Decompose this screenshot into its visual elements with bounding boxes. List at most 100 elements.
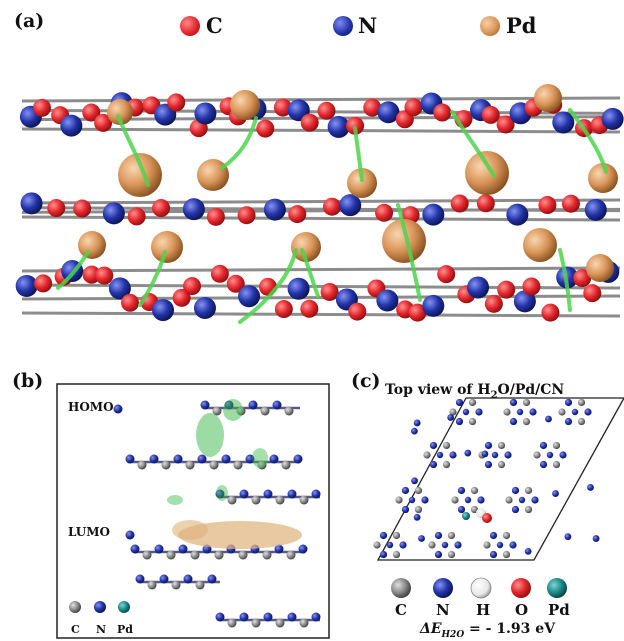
nitrogen-atom	[60, 114, 83, 137]
homo-orbital-lobe	[167, 495, 183, 505]
molecule-atom	[113, 404, 123, 414]
molecule-atom	[215, 612, 225, 622]
palladium-atom	[465, 151, 509, 195]
nitrogen-atom	[327, 115, 350, 138]
nitrogen-atom	[422, 294, 445, 317]
nitrogen-atom	[422, 203, 445, 226]
electron-transfer-path	[396, 203, 422, 302]
nitrogen-atom-top	[386, 541, 394, 549]
nitrogen-atom	[102, 202, 125, 225]
carbon-atom-top	[451, 496, 459, 504]
carbon-atom	[484, 294, 503, 313]
carbon-atom-top	[503, 408, 511, 416]
carbon-atom-top	[392, 531, 401, 540]
nitrogen-atom-top	[564, 398, 573, 407]
legend-c-label-pd: Pd	[548, 601, 570, 619]
molecule-atom	[227, 495, 237, 505]
carbon-atom-top	[395, 496, 403, 504]
carbon-atom	[322, 197, 341, 216]
legend-item-nitrogen	[333, 16, 353, 36]
carbon-atom	[363, 98, 382, 117]
nitrogen-atom-top	[564, 533, 572, 541]
nitrogen-atom-top	[455, 417, 464, 426]
molecule-atom	[214, 550, 224, 560]
electron-transfer-path	[450, 110, 496, 178]
nitrogen-atom-top	[454, 541, 462, 549]
panel-c-title-sub: 2	[490, 389, 498, 401]
nitrogen-atom-top	[489, 531, 498, 540]
nitrogen-atom-top	[411, 477, 418, 485]
carbon-atom	[300, 113, 319, 132]
graphene-bond-line	[21, 127, 621, 134]
nitrogen-atom-top	[546, 451, 554, 459]
panel-c-title: Top view of H2O/Pd/CN	[385, 382, 564, 401]
palladium-atom	[107, 99, 133, 125]
homo-orbital-lobe	[252, 448, 268, 468]
carbon-atom-top	[468, 398, 477, 407]
nitrogen-atom-top	[511, 486, 520, 495]
nitrogen-atom-top	[571, 408, 579, 416]
molecule-atom	[166, 550, 176, 560]
molecule-atom	[311, 489, 321, 499]
molecule-atom	[137, 460, 147, 470]
homo-orbital-lobe	[223, 399, 243, 421]
palladium-atom	[230, 90, 260, 120]
electron-transfer-path	[353, 126, 364, 182]
carbon-atom	[300, 299, 319, 318]
nitrogen-atom-top	[421, 496, 429, 504]
palladium-atom	[151, 231, 183, 263]
nitrogen-atom-top	[457, 486, 466, 495]
nitrogen-atom-top	[462, 408, 470, 416]
molecule-atom	[125, 530, 135, 540]
carbon-atom-top	[522, 417, 531, 426]
molecule-atom	[173, 454, 183, 464]
molecule-atom	[159, 574, 169, 584]
nitrogen-atom-top	[429, 460, 438, 469]
carbon-atom	[481, 105, 500, 124]
nitrogen-atom-top	[491, 451, 499, 459]
molecule-atom	[287, 489, 297, 499]
carbon-atom-top	[423, 451, 431, 459]
palladium-adsorbate	[462, 512, 470, 520]
molecule-atom	[263, 489, 273, 499]
carbon-atom-top	[392, 550, 401, 559]
molecule-atom	[183, 574, 193, 584]
nitrogen-atom	[182, 198, 205, 221]
legend-b-label-pd: Pd	[117, 623, 133, 636]
nitrogen-atom-top	[447, 414, 455, 421]
nitrogen-atom-top	[477, 496, 485, 504]
nitrogen-atom-top	[484, 460, 493, 469]
carbon-atom	[95, 266, 114, 285]
nitrogen-atom-top	[429, 441, 438, 450]
legend-c-label-n: N	[436, 601, 450, 619]
carbon-atom	[152, 199, 171, 218]
nitrogen-atom-top	[531, 496, 539, 504]
carbon-atom	[172, 288, 191, 307]
carbon-atom	[573, 269, 592, 288]
legend-c-label-c: C	[395, 601, 407, 619]
nitrogen-atom-top	[564, 417, 573, 426]
molecule-atom	[248, 400, 258, 410]
carbon-atom	[538, 196, 557, 215]
palladium-atom	[382, 219, 426, 263]
nitrogen-atom-top	[436, 451, 444, 459]
carbon-atom	[375, 203, 394, 222]
nitrogen-atom-top	[496, 541, 504, 549]
nitrogen-atom-top	[509, 398, 518, 407]
carbon-atom	[82, 103, 101, 122]
unit-cell-outline	[376, 397, 624, 561]
energy-symbol: ΔE	[420, 621, 442, 637]
carbon-atom	[476, 194, 495, 213]
carbon-atom	[583, 284, 602, 303]
molecule-atom	[212, 406, 222, 416]
nitrogen-atom-top	[418, 535, 425, 542]
nitrogen-atom-top	[552, 490, 559, 497]
homo-orbital-lobe	[196, 413, 224, 457]
carbon-atom	[47, 199, 66, 218]
palladium-atom	[588, 163, 618, 193]
molecule-atom	[269, 454, 279, 464]
nitrogen-atom-top	[511, 505, 520, 514]
carbon-atom-top	[502, 550, 511, 559]
carbon-atom	[404, 98, 423, 117]
